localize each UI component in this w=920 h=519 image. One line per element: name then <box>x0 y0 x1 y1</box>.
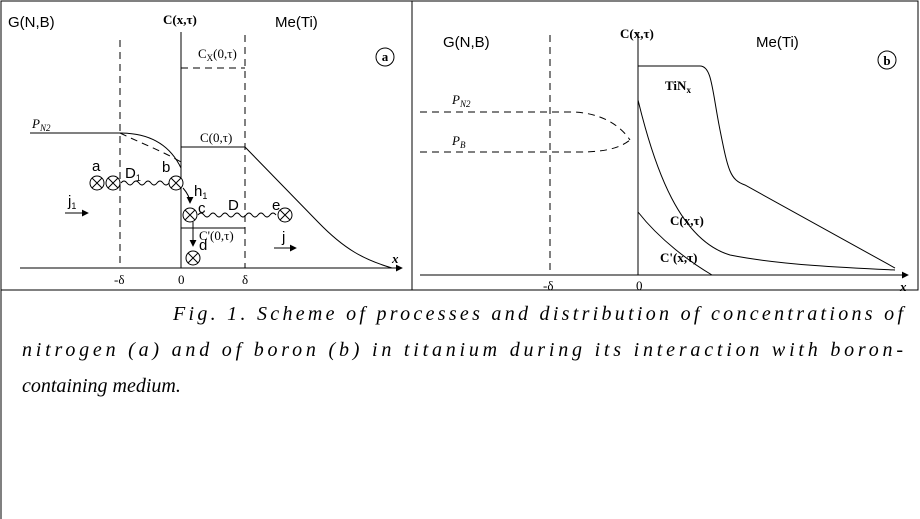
label: C(x,τ) <box>670 213 704 228</box>
medium-label: Me(Ti) <box>275 14 318 31</box>
label: C(0,τ) <box>200 130 232 145</box>
label: C'(0,τ) <box>199 228 234 243</box>
label: D1 <box>125 165 141 183</box>
axis-label: C(x,τ) <box>620 26 654 41</box>
axis-label: x <box>391 251 399 266</box>
label: TiNx <box>665 78 691 95</box>
point-label: e <box>272 197 280 214</box>
label: h1 <box>194 183 207 201</box>
label: CX(0,τ) <box>198 46 237 63</box>
panel-letter: b <box>883 53 890 68</box>
panel-b: G(N,B) C(x,τ) Me(Ti) b PN2 PB TiNx C(x,τ… <box>420 26 909 294</box>
point-label: b <box>162 159 170 176</box>
label: C'(x,τ) <box>660 250 697 265</box>
medium-label: G(N,B) <box>8 14 55 31</box>
tick-label: 0 <box>636 278 643 293</box>
axis-label: x <box>899 279 907 294</box>
point-label: a <box>92 158 101 175</box>
medium-label: Me(Ti) <box>756 34 799 51</box>
caption-line: Fig. 1. Scheme of processes and distribu… <box>172 303 905 325</box>
caption-line: nitrogen (a) and of boron (b) in titaniu… <box>22 339 903 361</box>
point-label: c <box>198 200 206 217</box>
tick-label: 0 <box>178 272 185 287</box>
label: PN2 <box>31 116 51 133</box>
tick-label: -δ <box>543 278 553 293</box>
axis-label: C(x,τ) <box>163 12 197 27</box>
panel-a: G(N,B) C(x,τ) Me(Ti) a CX(0,τ) C(0,τ) PN… <box>8 12 403 287</box>
medium-label: G(N,B) <box>443 34 490 51</box>
caption-line: containing medium. <box>22 375 181 397</box>
label: j1 <box>67 193 76 211</box>
label: D <box>228 197 239 214</box>
tick-label: δ <box>242 272 248 287</box>
label: j <box>281 229 285 246</box>
panel-letter: a <box>382 49 389 64</box>
tick-label: -δ <box>114 272 124 287</box>
caption: Fig. 1. Scheme of processes and distribu… <box>22 303 905 397</box>
point-label: d <box>199 237 207 254</box>
label: PN2 <box>451 92 471 109</box>
label: PB <box>451 133 466 150</box>
